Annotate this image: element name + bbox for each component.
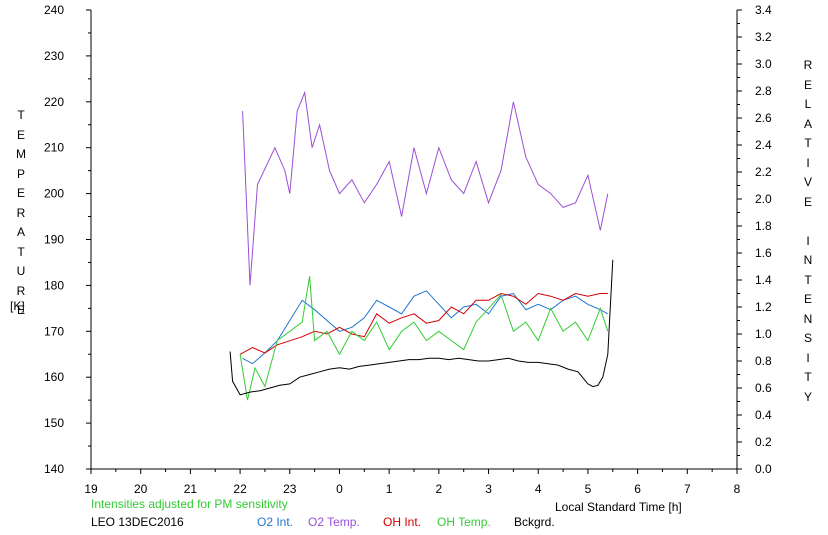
y-left-tick-label: 180: [44, 278, 64, 292]
axis-label-letter: E: [16, 186, 25, 200]
axis-label-letter: S: [803, 331, 812, 345]
y-left-tick-label: 210: [44, 141, 64, 155]
y-right-tick-label: 3.4: [755, 3, 772, 17]
x-tick-label: 20: [134, 482, 148, 496]
y-right-tick-label: 1.4: [755, 273, 772, 287]
y-right-tick-label: 1.2: [755, 300, 772, 314]
y-left-tick-label: 240: [44, 3, 64, 17]
y-right-tick-label: 3.2: [755, 30, 772, 44]
y-left-tick-label: 150: [44, 416, 64, 430]
y-left-axis-unit: [K]: [10, 299, 25, 313]
y-right-tick-label: 2.8: [755, 84, 772, 98]
y-left-tick-label: 160: [44, 370, 64, 384]
plot-axes: [90, 10, 738, 470]
x-tick-label: 21: [184, 482, 198, 496]
axis-label-letter: E: [803, 194, 812, 209]
x-tick-label: 8: [734, 482, 741, 496]
series-line-bckgrd: [229, 259, 614, 396]
y-right-tick-label: 0.0: [755, 462, 772, 476]
axis-label-letter: T: [804, 136, 812, 150]
y-left-tick-label: 170: [44, 324, 64, 338]
axis-label-letter: T: [804, 272, 812, 287]
y-right-tick-label: 2.4: [755, 138, 772, 152]
axis-label-letter: V: [803, 175, 812, 189]
axis-label-letter: R: [16, 283, 26, 298]
y-left-tick-label: 190: [44, 233, 64, 247]
axis-label-letter: [798, 212, 818, 232]
axis-label-letter: A: [16, 225, 25, 239]
series-group: [229, 90, 614, 401]
x-tick-label: 3: [485, 482, 492, 496]
y-right-tick-label: 3.0: [755, 57, 772, 71]
y-right-tick-label: 0.2: [755, 435, 772, 449]
x-tick-label: 0: [336, 482, 343, 496]
x-tick-label: 2: [436, 482, 443, 496]
axis-label-letter: E: [16, 303, 25, 317]
x-axis-label: Local Standard Time [h]: [555, 500, 682, 514]
series-line-o2-temp: [242, 90, 609, 286]
y-left-tick-label: 200: [44, 187, 64, 201]
station-date-label: LEO 13DEC2016: [91, 515, 184, 529]
y-left-tick-label: 230: [44, 49, 64, 63]
axis-label-letter: A: [803, 116, 812, 131]
x-tick-label: 7: [684, 482, 691, 496]
y-right-tick-label: 2.0: [755, 192, 772, 206]
x-tick-label: 1: [386, 482, 393, 496]
x-tick-label: 5: [585, 482, 592, 496]
axis-label-letter: Y: [803, 389, 812, 404]
axis-label-letter: E: [16, 127, 25, 142]
series-line-oh-int: [239, 292, 608, 355]
axis-label-letter: I: [806, 350, 810, 365]
axis-label-letter: R: [16, 205, 26, 220]
axis-label-letter: L: [804, 97, 812, 111]
axis-label-letter: E: [803, 292, 812, 306]
axis-label-letter: U: [16, 264, 26, 278]
y-right-tick-label: 1.6: [755, 246, 772, 260]
series-line-oh-temp: [239, 276, 609, 401]
x-tick-label: 19: [84, 482, 98, 496]
y-left-tick-label: 140: [44, 462, 64, 476]
axis-label-letter: P: [16, 166, 25, 181]
legend-oh-int: OH Int.: [383, 515, 422, 529]
axis-label-letter: R: [803, 58, 813, 72]
legend-o2-temp: O2 Temp.: [308, 515, 360, 529]
axis-label-letter: I: [806, 155, 810, 170]
sensitivity-note: Intensities adjusted for PM sensitivity: [91, 497, 288, 511]
y-left-tick-label: 220: [44, 95, 64, 109]
series-line-o2-int: [242, 290, 609, 365]
y-right-tick-label: 2.6: [755, 111, 772, 125]
axis-label-letter: N: [803, 253, 813, 267]
legend-background: Bckgrd.: [514, 515, 555, 529]
axis-label-letter: M: [16, 147, 26, 161]
legend-o2-int: O2 Int.: [257, 515, 294, 529]
axis-label-letter: T: [804, 370, 812, 384]
x-tick-label: 23: [283, 482, 297, 496]
legend-oh-temp: OH Temp.: [437, 515, 491, 529]
tick-group: 19 20 21 22 23 0 1 2 3 4 5 6 7 8140150160170180190200…: [44, 3, 772, 496]
x-tick-label: 22: [233, 482, 247, 496]
y-right-tick-label: 0.4: [755, 408, 772, 422]
y-right-tick-label: 0.6: [755, 381, 772, 395]
y-right-tick-label: 2.2: [755, 165, 772, 179]
axis-label-letter: T: [17, 244, 25, 259]
y-right-tick-label: 1.8: [755, 219, 772, 233]
y-right-tick-label: 0.8: [755, 354, 772, 368]
axis-label-letter: I: [806, 233, 810, 248]
axis-label-letter: E: [803, 77, 812, 92]
y-right-tick-label: 1.0: [755, 327, 772, 341]
axis-label-letter: N: [803, 311, 813, 326]
axis-label-letter: T: [17, 108, 25, 122]
x-tick-label: 4: [535, 482, 542, 496]
x-tick-label: 6: [634, 482, 641, 496]
